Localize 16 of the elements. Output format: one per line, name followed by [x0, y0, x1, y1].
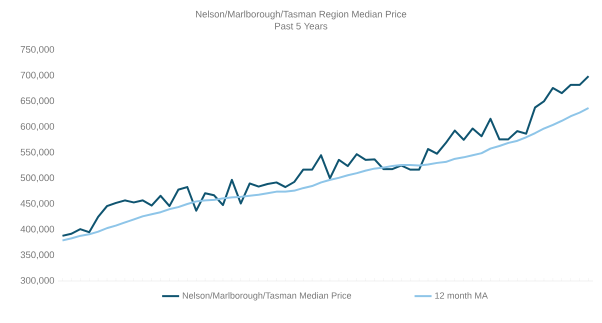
y-tick-label: 650,000: [20, 97, 54, 106]
y-tick-label: 400,000: [20, 226, 54, 234]
y-tick-label: 350,000: [20, 251, 54, 260]
y-tick-label: 600,000: [20, 123, 54, 131]
y-tick-label: 700,000: [20, 72, 54, 80]
y-tick-label: 450,000: [20, 200, 54, 208]
chart-title: Nelson/Marlborough/Tasman Region Median Price: [196, 10, 406, 20]
y-tick-label: 300,000: [20, 277, 54, 285]
line-series: [61, 75, 590, 237]
y-tick-label: 500,000: [20, 174, 54, 182]
legend-label: 12 month MA: [435, 292, 488, 299]
line-series: [61, 107, 590, 242]
y-tick-label: 550,000: [20, 148, 54, 157]
legend-label: Nelson/Marlborough/Tasman Median Price: [182, 292, 352, 300]
y-tick-label: 750,000: [20, 46, 54, 54]
chart-subtitle: Past 5 Years: [275, 22, 328, 30]
